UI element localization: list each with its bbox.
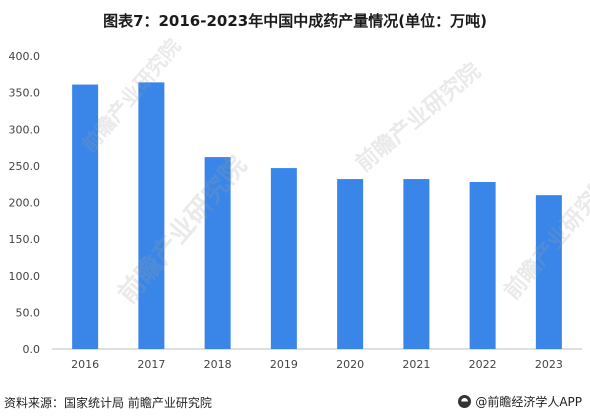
brand-logo-icon <box>458 395 472 408</box>
bar-2020 <box>337 179 364 349</box>
x-tick-label: 2022 <box>469 358 497 371</box>
y-tick-label: 100.0 <box>9 270 41 283</box>
bar-2022 <box>469 181 496 349</box>
y-tick-label: 150.0 <box>9 233 41 246</box>
x-tick-label: 2020 <box>336 358 364 371</box>
brand-text: @前瞻经济学人APP <box>475 395 582 409</box>
x-tick-label: 2019 <box>270 358 298 371</box>
y-tick-label: 250.0 <box>9 160 41 173</box>
bar-2018 <box>204 157 231 349</box>
x-tick-label: 2017 <box>137 358 165 371</box>
bar-2019 <box>270 168 297 349</box>
source-note: 资料来源：国家统计局 前瞻产业研究院 <box>4 396 212 410</box>
bar-2016 <box>72 84 99 349</box>
y-tick-label: 300.0 <box>9 123 41 136</box>
x-tick-label: 2021 <box>402 358 430 371</box>
y-tick-label: 400.0 <box>9 50 41 63</box>
y-tick-label: 350.0 <box>9 87 41 100</box>
x-tick-label: 2023 <box>535 358 563 371</box>
y-tick-label: 0.0 <box>23 343 41 356</box>
x-tick-label: 2018 <box>204 358 232 371</box>
bar-2023 <box>535 195 562 349</box>
bar-2017 <box>138 82 165 350</box>
y-tick-label: 200.0 <box>9 197 41 210</box>
chart-title: 图表7：2016-2023年中国中成药产量情况(单位：万吨) <box>103 12 487 30</box>
y-tick-label: 50.0 <box>16 306 41 319</box>
brand-credit: @前瞻经济学人APP <box>458 393 582 410</box>
bar-2021 <box>403 179 430 349</box>
x-tick-label: 2016 <box>71 358 99 371</box>
bar-chart: 0.0 50.0 100.0 150.0 200.0 250.0 300.0 350.0 400… <box>9 50 582 371</box>
